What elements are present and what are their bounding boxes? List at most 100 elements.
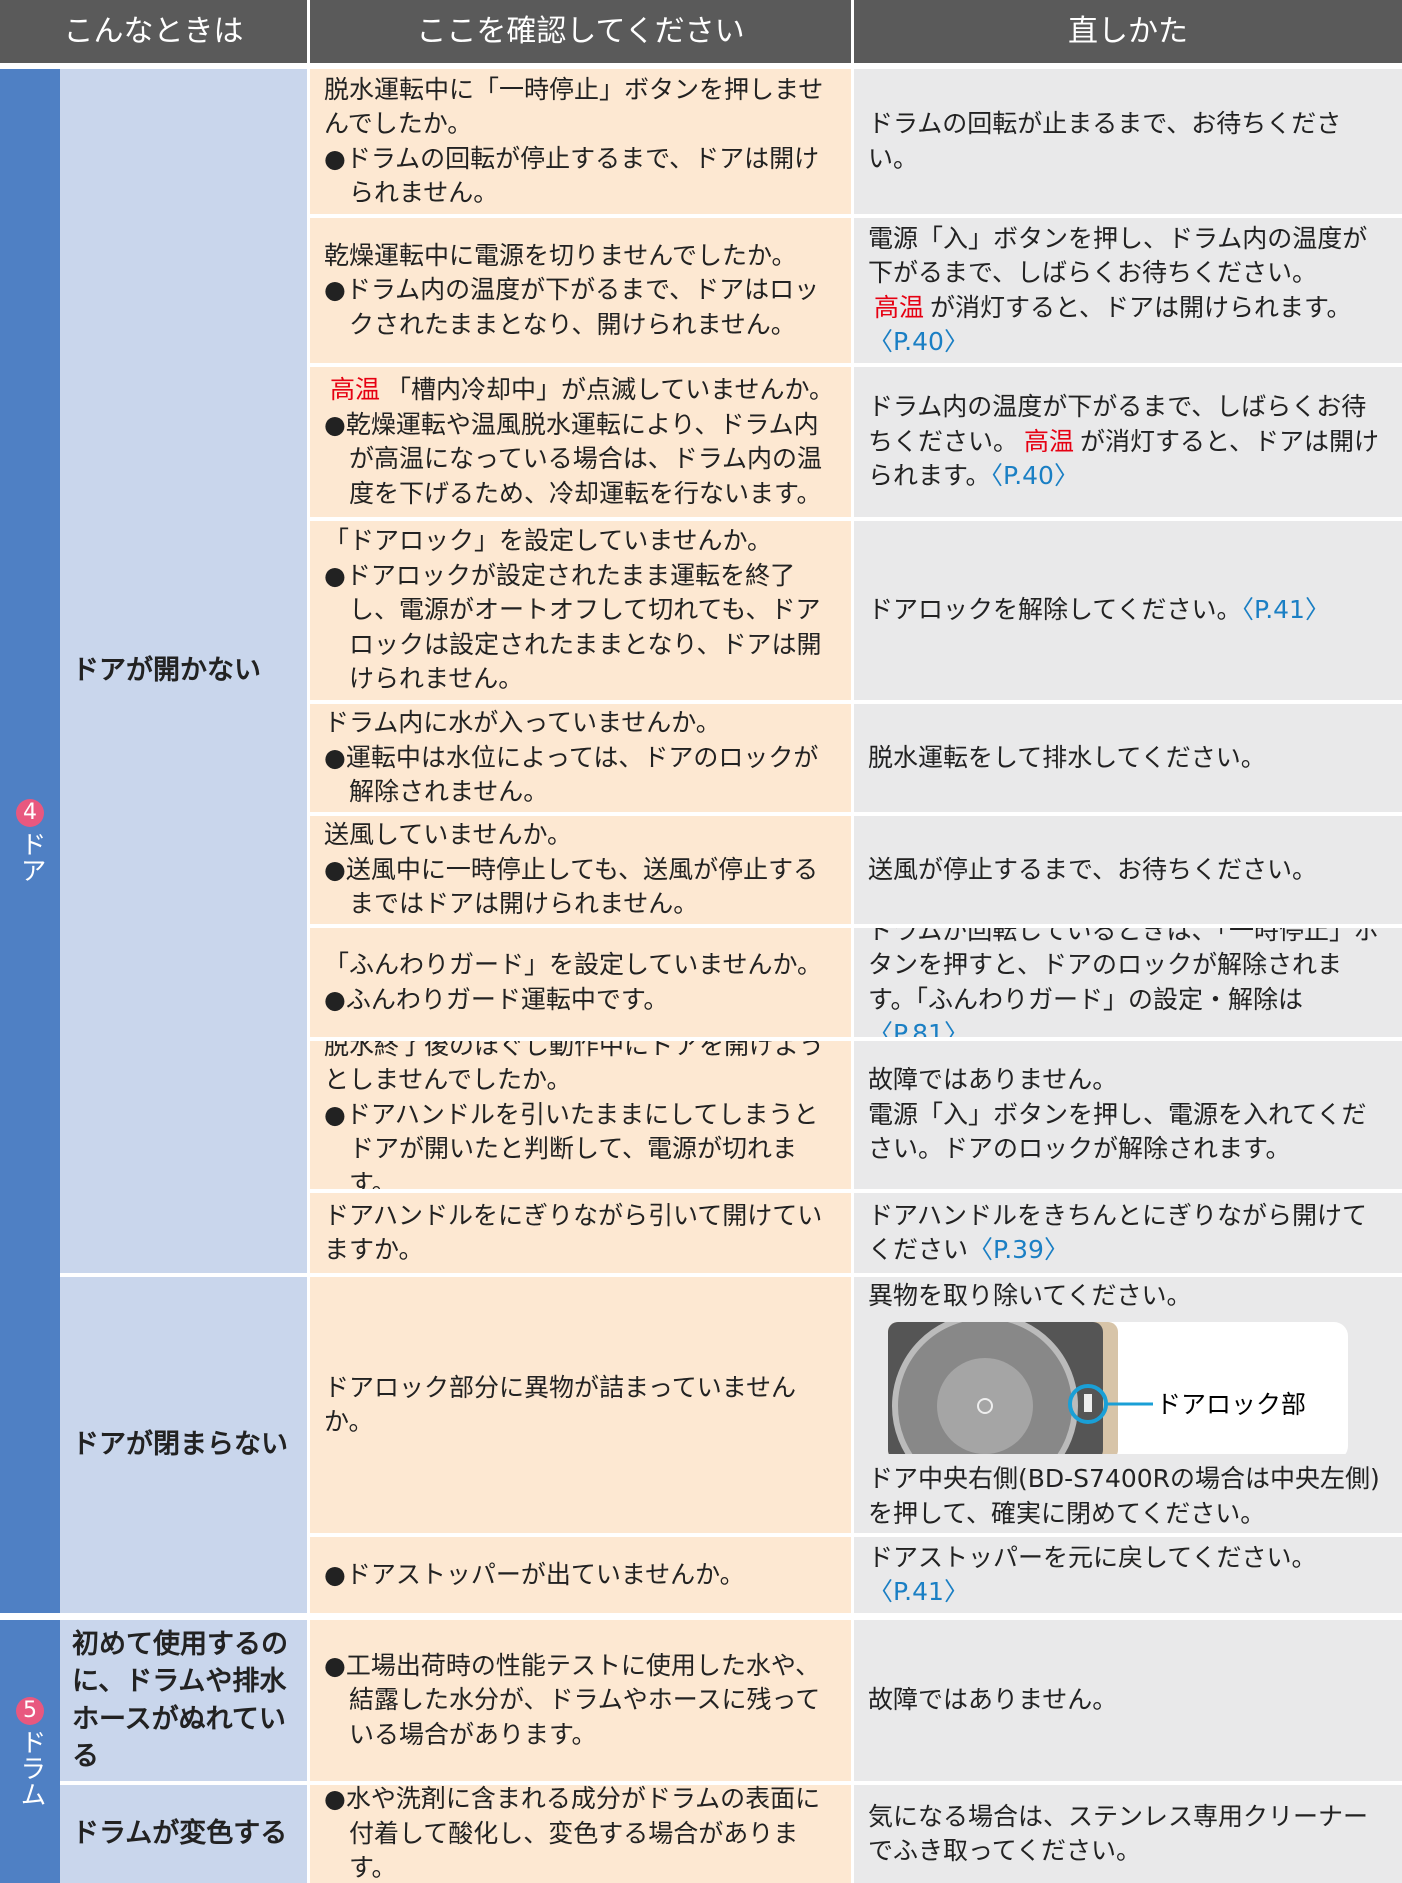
text: が消灯すると、ドアは開けられます。 bbox=[868, 426, 1380, 491]
text: ドアロック部分に異物が詰まっていませんか。 bbox=[324, 1372, 797, 1437]
header-cell: 直しかた bbox=[854, 0, 1402, 63]
text: ●乾燥運転や温風脱水運転により、ドラム内が高温になっている場合は、ドラム内の温度… bbox=[324, 409, 823, 508]
text: 「ふんわりガード」を設定していませんか。 bbox=[324, 950, 823, 979]
check-cell: 脱水終了後のほぐし動作中にドアを開けようとしませんでしたか。 ●ドアハンドルを引い… bbox=[310, 1041, 851, 1189]
check-cell: ●水や洗剤に含まれる成分がドラムの表面に付着して酸化し、変色する場合があります。 bbox=[310, 1785, 851, 1883]
paragraph: ●運転中は水位によっては、ドアのロックが解除されません。 bbox=[324, 741, 837, 810]
paragraph: ●ドラムの回転が停止するまで、ドアは開けられません。 bbox=[324, 142, 837, 211]
text: ●送風中に一時停止しても、送風が停止するまではドアは開けられません。 bbox=[324, 854, 819, 919]
text: ドラム内の温度が下がるまで、しばらくお待ちください。 bbox=[868, 392, 1367, 456]
paragraph: ●ドアロックが設定されたまま運転を終了し、電源がオートオフして切れても、ドアロッ… bbox=[324, 559, 837, 697]
paragraph: ドラムが回転しているときは、「一時停止」ボタンを押すと、ドアのロックが解除されま… bbox=[868, 928, 1388, 1037]
fix-cell: 故障ではありません。 bbox=[854, 1620, 1402, 1781]
section-name: ドア bbox=[15, 831, 46, 883]
text: ●ドラム内の温度が下がるまで、ドアはロックされたままとなり、開けられません。 bbox=[324, 275, 820, 339]
paragraph: 気になる場合は、ステンレス専用クリーナーでふき取ってください。 bbox=[868, 1800, 1388, 1869]
paragraph: 電源「入」ボタンを押し、ドラム内の温度が下がるまで、しばらくお待ちください。 bbox=[868, 222, 1388, 291]
text: 電源「入」ボタンを押し、ドラム内の温度が下がるまで、しばらくお待ちください。 bbox=[868, 223, 1368, 288]
text: ●ドアストッパーが出ていませんか。 bbox=[324, 1559, 745, 1589]
text: 脱水終了後のほぐし動作中にドアを開けようとしませんでしたか。 bbox=[324, 1041, 825, 1095]
text: ●ドアハンドルを引いたままにしてしまうとドアが開いたと判断して、電源が切れます。 bbox=[324, 1099, 819, 1189]
check-cell: ●ドアストッパーが出ていませんか。 bbox=[310, 1537, 851, 1613]
paragraph: ●乾燥運転や温風脱水運転により、ドラム内が高温になっている場合は、ドラム内の温度… bbox=[324, 408, 837, 512]
page-reference: 〈P.81〉 bbox=[868, 1019, 969, 1037]
section-number: 4 bbox=[16, 799, 44, 827]
paragraph: ドアロックを解除してください。〈P.41〉 bbox=[868, 593, 1388, 628]
check-cell: ●工場出荷時の性能テストに使用した水や、結露した水分が、ドラムやホースに残ってい… bbox=[310, 1620, 851, 1781]
fix-cell: 異物を取り除いてください。ドアロック部ドア中央右側(BD-S7400Rの場合は中… bbox=[854, 1277, 1402, 1533]
paragraph: 故障ではありません。 bbox=[868, 1063, 1388, 1098]
text: 送風が停止するまで、お待ちください。 bbox=[868, 854, 1318, 884]
text: ●水や洗剤に含まれる成分がドラムの表面に付着して酸化し、変色する場合があります。 bbox=[324, 1785, 821, 1883]
page-reference: 〈P.41〉 bbox=[1241, 595, 1330, 625]
paragraph: ●ドアハンドルを引いたままにしてしまうとドアが開いたと判断して、電源が切れます。 bbox=[324, 1098, 837, 1189]
section-number: 5 bbox=[16, 1696, 44, 1725]
text: ドラムの回転が止まるまで、お待ちください。 bbox=[868, 109, 1342, 173]
page-reference: 〈P.40〉 bbox=[868, 327, 969, 356]
text: ●ふんわりガード運転中です。 bbox=[324, 984, 669, 1014]
paragraph: ドラム内に水が入っていませんか。 bbox=[324, 706, 837, 741]
text: ドア中央右側(BD-S7400Rの場合は中央左側)を押して、確実に閉めてください… bbox=[868, 1464, 1380, 1528]
paragraph: ドラム内の温度が下がるまで、しばらくお待ちください。 高温 が消灯すると、ドアは開け… bbox=[868, 390, 1388, 494]
text: 「槽内冷却中」が点滅していませんか。 bbox=[386, 375, 835, 404]
paragraph: 乾燥運転中に電源を切りませんでしたか。 bbox=[324, 239, 837, 274]
text: ●運転中は水位によっては、ドアのロックが解除されません。 bbox=[324, 742, 819, 807]
text: 脱水運転をして排水してください。 bbox=[868, 742, 1266, 772]
section-label: 5 ドラム bbox=[0, 1620, 60, 1883]
text: ●工場出荷時の性能テストに使用した水や、結露した水分が、ドラムやホースに残ってい… bbox=[324, 1650, 821, 1749]
symptom-cell: ドアが開かない bbox=[60, 69, 307, 1273]
paragraph: 送風していませんか。 bbox=[324, 818, 837, 853]
paragraph: 「ふんわりガード」を設定していませんか。 bbox=[324, 948, 837, 983]
fix-cell: ドラムの回転が止まるまで、お待ちください。 bbox=[854, 69, 1402, 214]
page-reference: 〈P.40〉 bbox=[990, 461, 1079, 491]
badge-high-temp: 高温 bbox=[1024, 426, 1075, 456]
check-cell: ドラム内に水が入っていませんか。 ●運転中は水位によっては、ドアのロックが解除され… bbox=[310, 704, 851, 812]
page-reference: 〈P.39〉 bbox=[968, 1235, 1069, 1264]
check-cell: ドアロック部分に異物が詰まっていませんか。 bbox=[310, 1277, 851, 1533]
text: ドアストッパーを元に戻してください。 bbox=[868, 1542, 1317, 1572]
paragraph: ●工場出荷時の性能テストに使用した水や、結露した水分が、ドラムやホースに残ってい… bbox=[324, 1649, 837, 1753]
paragraph: 脱水運転をして排水してください。 bbox=[868, 741, 1388, 776]
badge-high-temp: 高温 bbox=[874, 292, 925, 322]
fix-cell: 脱水運転をして排水してください。 bbox=[854, 704, 1402, 812]
text: ●ドアロックが設定されたまま運転を終了し、電源がオートオフして切れても、ドアロッ… bbox=[324, 560, 822, 694]
paragraph: 異物を取り除いてください。 bbox=[868, 1279, 1388, 1314]
symptom-cell: ドラムが変色する bbox=[60, 1785, 307, 1883]
header-cell: こんなときは bbox=[0, 0, 307, 63]
header-cell: ここを確認してください bbox=[310, 0, 851, 63]
paragraph: 送風が停止するまで、お待ちください。 bbox=[868, 853, 1388, 888]
section-label: 4 ドア bbox=[0, 69, 60, 1613]
fix-cell: ドアストッパーを元に戻してください。〈P.41〉 bbox=[854, 1537, 1402, 1613]
text: 気になる場合は、ステンレス専用クリーナーでふき取ってください。 bbox=[868, 1801, 1369, 1866]
text: ●ドラムの回転が停止するまで、ドアは開けられません。 bbox=[324, 143, 820, 208]
text: 乾燥運転中に電源を切りませんでしたか。 bbox=[324, 240, 797, 270]
fix-cell: 電源「入」ボタンを押し、ドラム内の温度が下がるまで、しばらくお待ちください。 高温… bbox=[854, 218, 1402, 363]
check-cell: 乾燥運転中に電源を切りませんでしたか。 ●ドラム内の温度が下がるまで、ドアはロック… bbox=[310, 218, 851, 363]
check-cell: ドアハンドルをにぎりながら引いて開けていますか。 bbox=[310, 1193, 851, 1273]
paragraph: ●ドアストッパーが出ていませんか。 bbox=[324, 1558, 837, 1593]
text: ドラム内に水が入っていませんか。 bbox=[324, 708, 721, 738]
paragraph: ドアストッパーを元に戻してください。〈P.41〉 bbox=[868, 1541, 1388, 1610]
door-lock-figure: ドアロック部 bbox=[888, 1321, 1348, 1454]
paragraph: ドラムの回転が止まるまで、お待ちください。 bbox=[868, 107, 1388, 176]
fix-cell: 送風が停止するまで、お待ちください。 bbox=[854, 816, 1402, 924]
paragraph: ●水や洗剤に含まれる成分がドラムの表面に付着して酸化し、変色する場合があります。 bbox=[324, 1785, 837, 1883]
fix-cell: ドアハンドルをきちんとにぎりながら開けてください〈P.39〉 bbox=[854, 1193, 1402, 1273]
text: 送風していませんか。 bbox=[324, 820, 573, 850]
text: ドアハンドルをにぎりながら引いて開けていますか。 bbox=[324, 1200, 823, 1265]
text: ドラムが回転しているときは、「一時停止」ボタンを押すと、ドアのロックが解除されま… bbox=[868, 928, 1380, 1014]
paragraph: ドア中央右側(BD-S7400Rの場合は中央左側)を押して、確実に閉めてください… bbox=[868, 1462, 1388, 1531]
paragraph: 高温 が消灯すると、ドアは開けられます。〈P.40〉 bbox=[868, 291, 1388, 360]
text: 脱水運転中に「一時停止」ボタンを押しませんでしたか。 bbox=[324, 74, 824, 139]
paragraph: 高温 「槽内冷却中」が点滅していませんか。 bbox=[324, 373, 837, 408]
fix-cell: 故障ではありません。 電源「入」ボタンを押し、電源を入れてください。ドアのロックが… bbox=[854, 1041, 1402, 1189]
check-cell: 高温 「槽内冷却中」が点滅していませんか。 ●乾燥運転や温風脱水運転により、ドラム内… bbox=[310, 367, 851, 517]
text: ドアロックを解除してください。 bbox=[868, 595, 1242, 625]
paragraph: ドアロック部分に異物が詰まっていませんか。 bbox=[324, 1371, 837, 1440]
paragraph: ●送風中に一時停止しても、送風が停止するまではドアは開けられません。 bbox=[324, 853, 837, 922]
paragraph: ●ふんわりガード運転中です。 bbox=[324, 983, 837, 1018]
fix-cell: ドアロックを解除してください。〈P.41〉 bbox=[854, 521, 1402, 700]
callout-label: ドアロック部 bbox=[1156, 1390, 1306, 1419]
fix-cell: ドラムが回転しているときは、「一時停止」ボタンを押すと、ドアのロックが解除されま… bbox=[854, 928, 1402, 1037]
